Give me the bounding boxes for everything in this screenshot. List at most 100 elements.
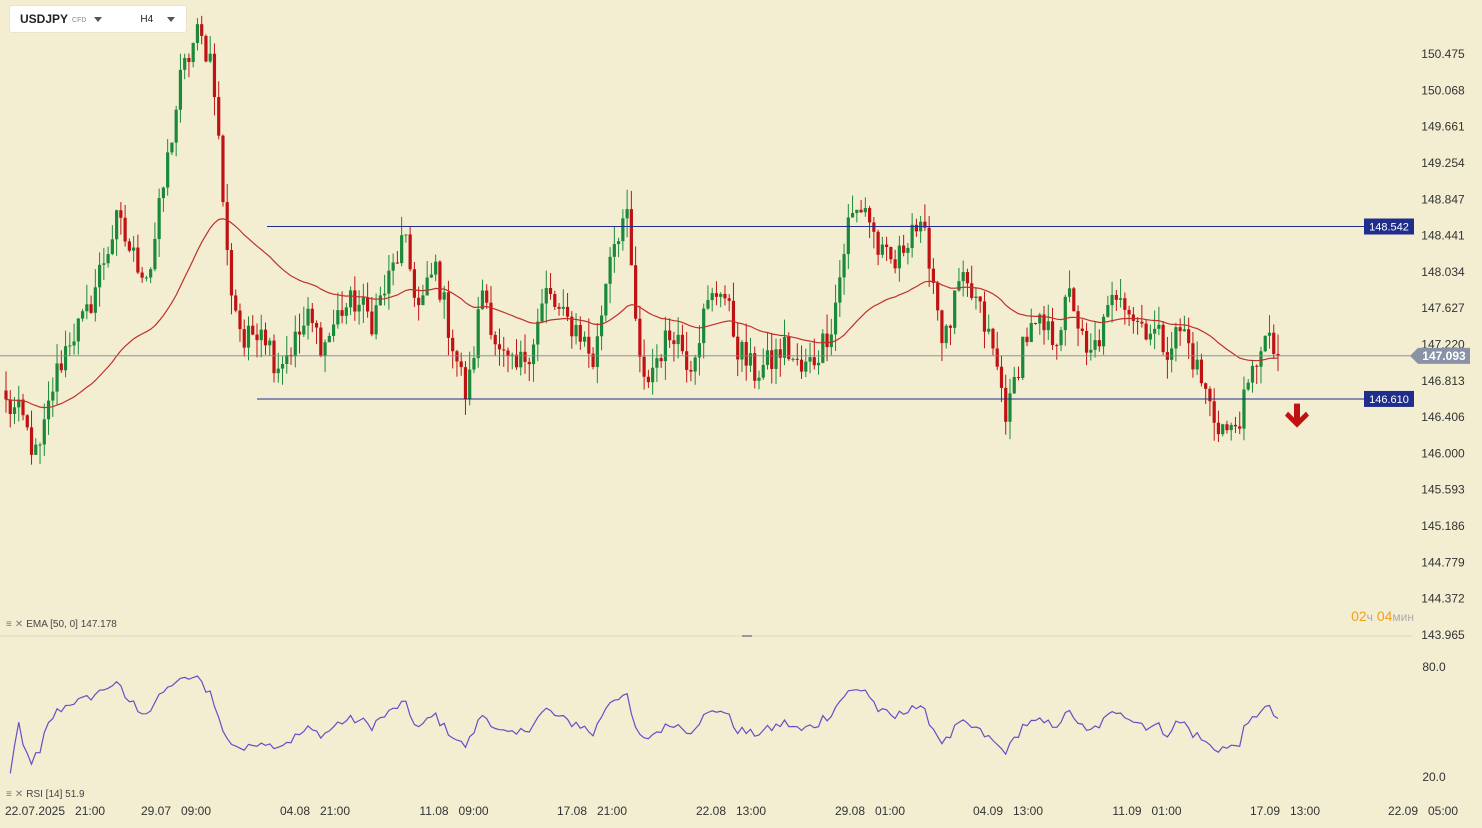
candle-body [791, 358, 795, 360]
x-tick-label: 04.09 13:00 [973, 804, 1043, 818]
candle-body [357, 304, 361, 312]
candle-body [1063, 296, 1067, 331]
candle-body [940, 310, 944, 344]
candle-body [1123, 298, 1127, 310]
candle-body [127, 241, 131, 251]
candle-body [970, 283, 974, 298]
candle-body [306, 308, 310, 326]
candle-body [1233, 424, 1238, 427]
symbol-dropdown-icon[interactable] [94, 16, 103, 22]
candle-body [336, 310, 340, 325]
candle-body [812, 357, 816, 366]
candle-body [1106, 305, 1110, 317]
candle-body [872, 222, 876, 232]
candle-body [89, 304, 93, 313]
candle-body [136, 247, 140, 273]
candle-body [434, 261, 438, 275]
symbol-name[interactable]: USDJPY [20, 12, 69, 26]
y-tick-label: 148.441 [1421, 229, 1465, 243]
candle-body [927, 227, 931, 269]
candle-body [1250, 365, 1255, 383]
candle-body [889, 247, 893, 260]
candle-body [948, 325, 953, 328]
candle-body [34, 444, 38, 455]
y-tick-label: 144.372 [1421, 592, 1465, 606]
candle-body [506, 350, 510, 357]
candle-body [544, 288, 548, 304]
candle-body [1038, 314, 1042, 324]
candle-body [612, 244, 616, 257]
candle-body [574, 324, 578, 337]
candles [4, 15, 1280, 465]
candle-body [829, 334, 833, 348]
candle-body [1067, 288, 1072, 297]
candle-body [1259, 351, 1263, 367]
candle-body [995, 348, 999, 367]
candle-body [527, 361, 531, 365]
candle-body [961, 272, 965, 282]
candle-body [1012, 376, 1016, 394]
candle-body [1033, 322, 1038, 324]
y-tick-label: 148.034 [1421, 265, 1465, 279]
candle-body [902, 245, 906, 253]
level-price-tag [1364, 218, 1414, 235]
candle-body [302, 325, 306, 335]
timer-minutes: 04 [1376, 608, 1393, 624]
candle-body [523, 351, 527, 362]
rsi-indicator-label: ≡ ✕ RSI [14] 51.9 [6, 789, 85, 800]
candle-body [850, 213, 855, 218]
candle-body [251, 325, 255, 335]
candle-body [12, 407, 17, 414]
candle-body [1208, 388, 1212, 402]
candle-body [846, 217, 850, 255]
close-icon[interactable]: ✕ [14, 789, 23, 800]
candle-body [1055, 345, 1059, 347]
settings-lines-icon[interactable]: ≡ [6, 619, 12, 630]
candle-body [25, 415, 29, 428]
candle-body [144, 277, 148, 279]
candle-body [1076, 311, 1080, 329]
candle-body [565, 306, 570, 317]
candle-body [59, 363, 63, 371]
timeframe-dropdown-icon[interactable] [167, 16, 176, 22]
candle-body [978, 296, 982, 302]
timeframe-selector[interactable]: H4 [140, 13, 154, 25]
candle-body [472, 358, 476, 370]
candle-body [314, 323, 319, 328]
candle-body [514, 354, 519, 368]
candle-body [489, 302, 493, 335]
x-tick-label: 22.08 13:00 [696, 804, 766, 818]
level-price-text: 146.610 [1369, 394, 1409, 406]
candle-body [400, 235, 404, 264]
candle-body [383, 293, 387, 296]
candle-body [1191, 343, 1195, 370]
candle-body [263, 329, 268, 346]
timer-hours: 02 [1351, 608, 1367, 624]
candle-body [268, 340, 272, 346]
settings-lines-icon[interactable]: ≡ [6, 789, 12, 800]
candle-body [1212, 401, 1216, 423]
candle-body [468, 369, 472, 400]
candle-body [936, 282, 940, 311]
candle-body [604, 283, 608, 316]
x-tick-label: 17.08 21:00 [557, 804, 627, 818]
candle-body [51, 391, 55, 401]
y-tick-label: 143.965 [1421, 628, 1465, 642]
y-tick-label: 149.254 [1421, 156, 1465, 170]
close-icon[interactable]: ✕ [14, 619, 23, 630]
candle-body [557, 306, 561, 309]
candle-body [76, 318, 80, 342]
y-tick-label: 144.779 [1421, 555, 1465, 569]
candle-body [442, 292, 446, 300]
candle-body [183, 57, 187, 70]
candle-body [319, 327, 323, 356]
symbol-toolbar[interactable]: USDJPY CFD H4 [10, 6, 186, 32]
candle-body [548, 288, 553, 294]
candle-body [714, 293, 719, 297]
candle-body [1204, 383, 1208, 389]
candle-body [72, 341, 76, 346]
x-tick-label: 22.09 05:00 [1388, 804, 1458, 818]
candle-body [208, 53, 212, 62]
x-tick-label: 22.07.2025 21:00 [5, 804, 105, 818]
